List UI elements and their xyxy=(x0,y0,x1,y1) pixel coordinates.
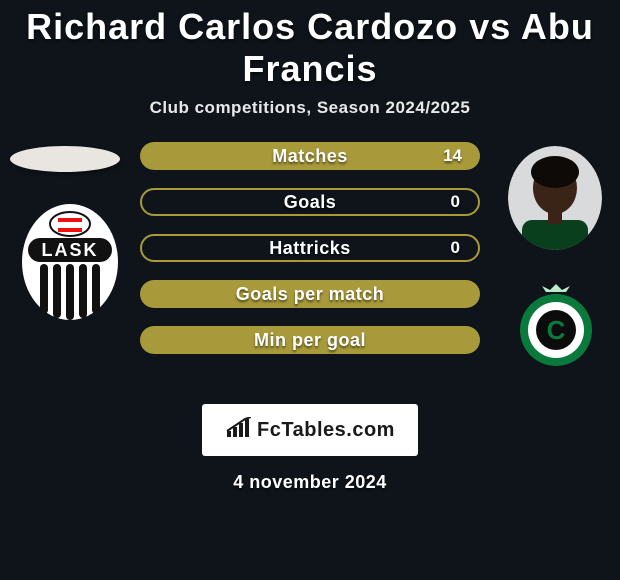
stat-bar: Min per goal xyxy=(140,326,480,354)
right-column: C xyxy=(490,134,620,394)
svg-text:LASK: LASK xyxy=(42,240,99,260)
stat-bar: Goals per match xyxy=(140,280,480,308)
brand-chart-icon xyxy=(225,417,251,444)
stat-bar-label: Goals per match xyxy=(140,280,480,308)
brand-text: FcTables.com xyxy=(257,419,395,442)
lask-badge-icon: LASK xyxy=(20,202,120,322)
svg-text:C: C xyxy=(547,315,566,345)
stat-bar-label: Goals xyxy=(142,190,478,214)
player2-photo xyxy=(508,146,602,250)
title-vs: vs xyxy=(469,6,511,47)
stat-bar-label: Min per goal xyxy=(140,326,480,354)
stat-bar: Matches14 xyxy=(140,142,480,170)
subtitle: Club competitions, Season 2024/2025 xyxy=(0,98,620,118)
player1-silhouette-icon xyxy=(10,146,120,172)
stat-bars: Matches14Goals0Hattricks0Goals per match… xyxy=(140,142,480,372)
date-text: 4 november 2024 xyxy=(0,472,620,493)
stat-bar-value: 0 xyxy=(451,236,460,260)
stat-bar-value: 0 xyxy=(451,190,460,214)
page-title: Richard Carlos Cardozo vs Abu Francis xyxy=(0,6,620,90)
brand-box: FcTables.com xyxy=(202,404,418,456)
stat-bar-value: 14 xyxy=(443,142,462,170)
stat-bar: Hattricks0 xyxy=(140,234,480,262)
comparison-area: LASK xyxy=(0,134,620,394)
stat-bar: Goals0 xyxy=(140,188,480,216)
left-column: LASK xyxy=(0,134,130,394)
stat-bar-label: Hattricks xyxy=(142,236,478,260)
stat-bar-label: Matches xyxy=(140,142,480,170)
cercle-badge-icon: C xyxy=(510,284,602,366)
title-player1: Richard Carlos Cardozo xyxy=(26,6,458,47)
